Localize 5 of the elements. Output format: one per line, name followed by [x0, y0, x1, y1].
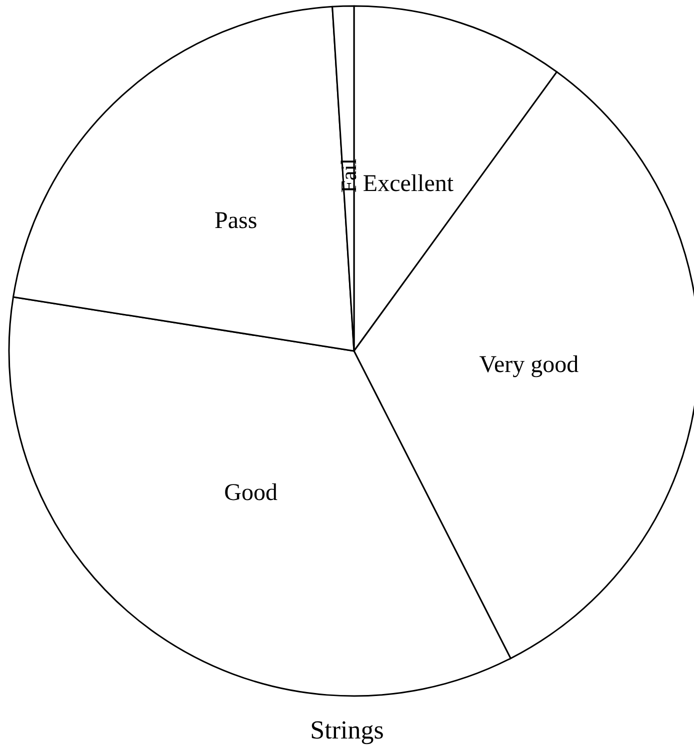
- slice-label: Pass: [214, 208, 258, 234]
- text: Strings: [310, 716, 384, 744]
- slice-label: Good: [224, 480, 278, 506]
- slice-label: Excellent: [362, 171, 454, 198]
- slice-label: Very good: [479, 352, 579, 378]
